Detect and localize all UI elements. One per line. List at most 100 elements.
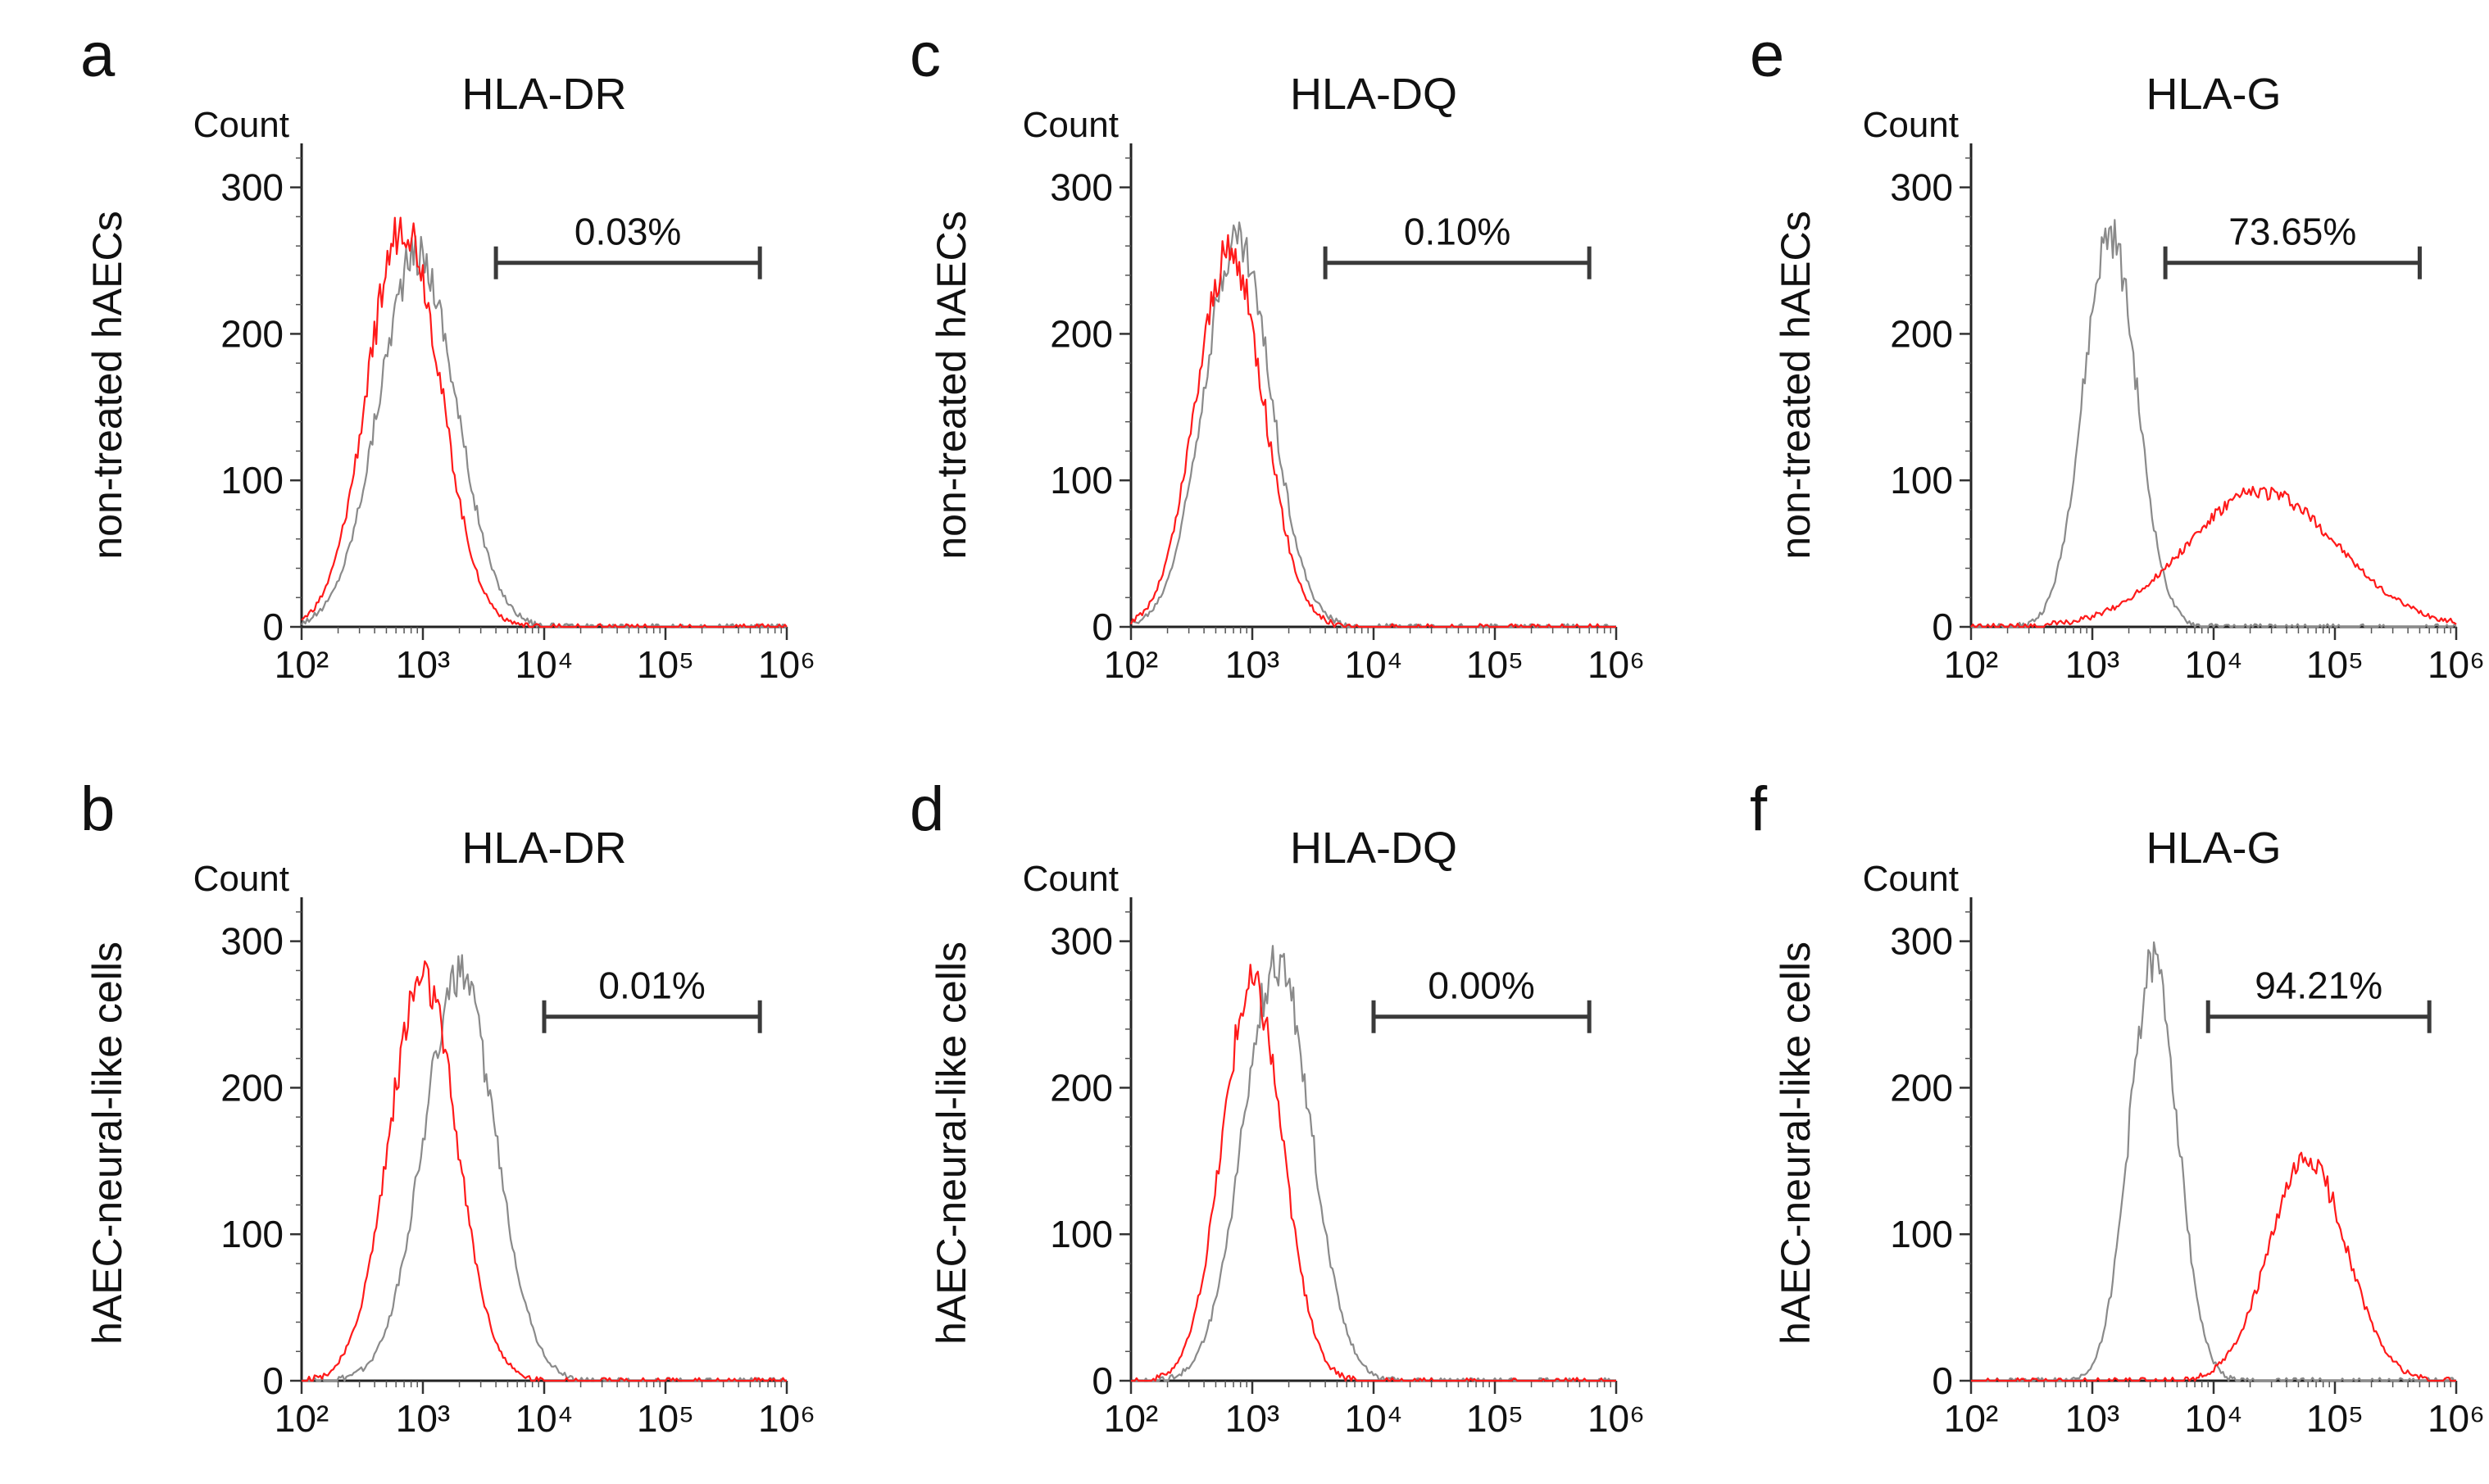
x-tick-label: 10⁴ [1345, 1397, 1403, 1440]
row-label-top-col3: non-treated hAECs [1773, 211, 1819, 559]
y-tick-label: 200 [1890, 312, 1953, 355]
histogram-gray [1971, 219, 2457, 629]
gate-percentage: 73.65% [2228, 211, 2356, 253]
x-tick-label: 10² [1104, 1397, 1158, 1440]
panel-title: HLA-G [2146, 824, 2281, 873]
y-tick-label: 100 [220, 459, 284, 501]
x-tick-label: 10⁵ [2306, 643, 2364, 686]
histogram-gray [301, 235, 787, 629]
y-axis-label: Count [1023, 105, 1119, 145]
y-tick-label: 200 [1050, 1066, 1113, 1109]
x-tick-label: 10² [1944, 643, 1998, 686]
x-tick-label: 10⁵ [637, 643, 694, 686]
y-tick-label: 300 [1050, 920, 1113, 963]
panel-title: HLA-DQ [1290, 824, 1457, 873]
histogram-red [302, 960, 787, 1382]
y-tick-label: 0 [1092, 606, 1113, 648]
x-tick-label: 10³ [2065, 643, 2119, 686]
y-tick-label: 300 [1890, 920, 1953, 963]
row-label-bottom-col3: hAEC-neural-like cells [1773, 942, 1819, 1345]
axis-frame [1969, 897, 2456, 1382]
gate-bar [2163, 246, 2422, 279]
y-tick-label: 0 [1932, 1359, 1953, 1402]
panel-e: e HLA-G Count 0 100 200 300 10² 10³ 10⁴ 10⁵ 10⁶ 73.6… [1750, 20, 2485, 686]
histogram-red [1970, 485, 2457, 629]
y-tick-label: 0 [262, 1359, 284, 1402]
axis-frame [300, 143, 787, 629]
axis-frame [1129, 143, 1616, 629]
y-axis-label: Count [1023, 859, 1119, 899]
row-label-top: non-treated hAECs [84, 211, 130, 559]
y-tick-label: 200 [1890, 1066, 1953, 1109]
y-tick-label: 300 [1890, 166, 1953, 209]
x-tick-label: 10⁶ [1587, 643, 1645, 686]
axis-frame [1129, 897, 1616, 1382]
y-tick-label: 300 [220, 920, 284, 963]
gate-bar [2205, 1000, 2432, 1033]
panel-letter-a: a [80, 20, 116, 90]
histogram-red [301, 216, 788, 629]
y-tick-label: 100 [1050, 1213, 1113, 1255]
y-tick-label: 200 [220, 312, 284, 355]
x-tick-label: 10³ [396, 643, 450, 686]
histogram-gray [1130, 221, 1616, 629]
panel-title: HLA-DR [461, 70, 626, 119]
gate-percentage: 0.03% [575, 211, 681, 253]
x-tick-label: 10³ [2065, 1397, 2119, 1440]
y-axis-label: Count [1863, 105, 1959, 145]
gate-percentage: 0.10% [1404, 211, 1510, 253]
histogram-red [1131, 964, 1616, 1382]
x-tick-label: 10² [1944, 1397, 1998, 1440]
panel-letter-f: f [1750, 774, 1768, 844]
x-tick-label: 10⁵ [1466, 1397, 1524, 1440]
histogram-red [1129, 234, 1616, 629]
x-tick-label: 10⁶ [2428, 1397, 2485, 1440]
x-tick-label: 10⁴ [516, 1397, 574, 1440]
y-axis-label: Count [193, 105, 289, 145]
row-label-top-col2: non-treated hAECs [929, 211, 974, 559]
x-tick-label: 10⁴ [2185, 643, 2243, 686]
x-tick-label: 10⁵ [637, 1397, 694, 1440]
gate-percentage: 0.01% [598, 964, 705, 1007]
panel-d: d HLA-DQ Count 0 100 200 300 10² 10³ 10⁴ 10⁵ 10⁶ 0.0… [910, 774, 1645, 1440]
gate-bar [1323, 246, 1592, 279]
x-tick-label: 10⁶ [1587, 1397, 1645, 1440]
panel-letter-e: e [1750, 20, 1784, 90]
axis-frame [300, 897, 787, 1382]
gate-percentage: 0.00% [1428, 964, 1534, 1007]
x-tick-label: 10⁶ [758, 1397, 815, 1440]
x-tick-label: 10² [1104, 643, 1158, 686]
row-label-bottom: hAEC-neural-like cells [84, 942, 130, 1345]
y-tick-label: 300 [220, 166, 284, 209]
y-tick-label: 0 [262, 606, 284, 648]
x-tick-label: 10⁴ [1345, 643, 1403, 686]
y-tick-label: 0 [1932, 606, 1953, 648]
panel-letter-b: b [80, 774, 115, 844]
x-tick-label: 10² [275, 1397, 329, 1440]
row-label-bottom-col2: hAEC-neural-like cells [929, 942, 974, 1345]
histogram-gray [1971, 941, 2456, 1382]
panel-letter-c: c [910, 20, 941, 90]
panel-letter-d: d [910, 774, 944, 844]
panel-group: a HLA-DR Count 0 100 200 300 10² 10³ 10⁴ 10⁵ 10⁶ 0.0… [80, 20, 2485, 1440]
y-tick-label: 200 [220, 1066, 284, 1109]
panel-b: b HLA-DR Count 0 100 200 300 10² 10³ 10⁴ 10⁵ 10⁶ 0.0… [80, 774, 815, 1440]
y-tick-label: 0 [1092, 1359, 1113, 1402]
histogram-gray [302, 954, 787, 1382]
x-tick-label: 10⁶ [2428, 643, 2485, 686]
y-tick-label: 100 [1890, 1213, 1953, 1255]
panel-title: HLA-DR [461, 824, 626, 873]
y-axis-label: Count [193, 859, 289, 899]
x-tick-label: 10⁴ [516, 643, 574, 686]
gate-percentage: 94.21% [2255, 964, 2382, 1007]
panel-title: HLA-DQ [1290, 70, 1457, 119]
x-tick-label: 10⁴ [2185, 1397, 2243, 1440]
x-tick-label: 10⁶ [758, 643, 815, 686]
x-tick-label: 10⁵ [2306, 1397, 2364, 1440]
x-tick-label: 10³ [396, 1397, 450, 1440]
y-axis-label: Count [1863, 859, 1959, 899]
x-tick-label: 10³ [1225, 1397, 1279, 1440]
x-tick-label: 10² [275, 643, 329, 686]
gate-bar [542, 1000, 762, 1033]
